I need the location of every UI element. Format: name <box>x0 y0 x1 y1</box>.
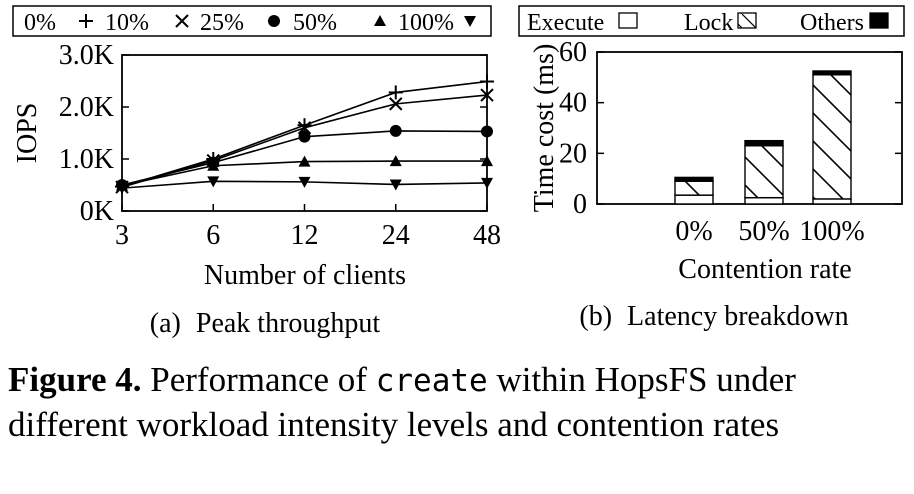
x-axis-b-label: Contention rate <box>678 254 851 285</box>
legend-a-label-0%: 0% <box>24 10 56 36</box>
x-axis-a-label: Number of clients <box>204 260 406 291</box>
y-tick-label: 0K <box>80 196 114 227</box>
y-tick-label: 2.0K <box>59 92 114 123</box>
legend-b-label-Others: Others <box>800 10 864 36</box>
series-point-100% <box>481 177 493 189</box>
subcaption-b: (b) Latency breakdown <box>579 301 848 332</box>
y-axis-a-ticks: 0K 1.0K 2.0K 3.0K <box>59 40 487 227</box>
series-point-25% <box>298 130 311 143</box>
legend-a-marker-25% <box>268 15 280 27</box>
legend-b-swatch-Lock <box>737 12 757 29</box>
y-axis-b-ticks: 0 20 40 60 <box>559 37 902 220</box>
bars-b <box>674 70 852 205</box>
legend-a-marker-50% <box>374 15 386 26</box>
series-point-10% <box>389 97 403 111</box>
bar-0%-Others <box>674 176 714 182</box>
bar-50%-Others <box>744 139 784 147</box>
legend-b: Execute Lock Others <box>527 10 889 36</box>
series-point-0% <box>297 118 312 133</box>
x-tick-label: 100% <box>799 216 864 247</box>
x-tick-label: 12 <box>291 220 319 251</box>
legend-a-label-10%: 10% <box>105 10 149 36</box>
legend-b-label-Execute: Execute <box>527 10 604 36</box>
x-axis-b-ticks: 0% 50% 100% <box>675 216 864 247</box>
y-axis-a-label: IOPS <box>12 103 43 164</box>
series-point-100% <box>207 176 220 188</box>
bar-100%-Execute <box>812 198 852 205</box>
series-point-50% <box>207 159 220 171</box>
legend-a-label-25%: 25% <box>200 10 244 36</box>
y-tick-label: 1.0K <box>59 144 114 175</box>
series-point-100% <box>389 179 402 191</box>
series-point-10% <box>297 121 312 135</box>
y-axis-b-label: Time cost (ms) <box>529 44 560 213</box>
bar-50%-Lock <box>744 145 784 199</box>
subcaption-b-tag: (b) <box>579 301 612 332</box>
legend-a-marker-0% <box>79 14 93 28</box>
subcaption-b-title: Latency breakdown <box>627 301 849 332</box>
bar-0%-Lock <box>674 180 714 196</box>
caption-text-before: Performance of <box>150 360 367 399</box>
series-point-100% <box>116 183 128 195</box>
series-point-10% <box>480 88 494 102</box>
bar-50%-Execute <box>744 196 784 205</box>
legend-b-box <box>518 5 905 37</box>
series-point-0% <box>388 85 403 100</box>
y-tick-label: 0 <box>573 189 587 220</box>
bar-100%-Others <box>812 70 852 76</box>
legend-b-label-Lock: Lock <box>684 10 733 36</box>
legend-a-marker-10% <box>175 14 189 28</box>
peak-throughput-chart: 0% 10% 25% 50% 100% 0K1.0K2.0K3.0K 3 6 12 24 48 … <box>12 5 501 339</box>
figure: 0% 10% 25% 50% 100% 0K1.0K2.0K3.0K 3 6 12 24 48 … <box>12 5 905 339</box>
latency-breakdown-chart: Execute Lock Others 0 20 40 60 0% 50% 100% Time… <box>518 5 905 332</box>
series-point-50% <box>389 155 402 167</box>
series-point-25% <box>389 124 402 137</box>
x-tick-label: 0% <box>675 216 712 247</box>
subcaption-a-title: Peak throughput <box>196 308 381 339</box>
y-tick-label: 60 <box>559 37 587 68</box>
legend-a-label-50%: 50% <box>293 10 337 36</box>
subcaption-a-tag: (a) <box>150 308 181 339</box>
legend-b-swatch-Others <box>869 12 889 29</box>
series-a <box>115 74 494 195</box>
figure-caption: Figure 4. Performance of create within H… <box>8 358 906 447</box>
x-tick-label: 24 <box>382 220 410 251</box>
x-tick-label: 48 <box>473 220 501 251</box>
bar-0%-Execute <box>674 194 714 205</box>
legend-a: 0% 10% 25% 50% 100% <box>24 10 476 36</box>
series-point-25% <box>481 125 493 138</box>
series-point-100% <box>298 176 311 188</box>
caption-code: create <box>375 363 488 399</box>
legend-b-swatch-Execute <box>618 12 638 29</box>
x-axis-a-ticks: 3 6 12 24 48 <box>115 204 501 251</box>
x-tick-label: 6 <box>206 220 220 251</box>
series-point-50% <box>481 155 493 167</box>
x-tick-label: 50% <box>738 216 789 247</box>
y-tick-label: 40 <box>559 88 587 119</box>
legend-a-label-100%: 100% <box>398 10 454 36</box>
y-tick-label: 20 <box>559 138 587 169</box>
y-tick-label: 3.0K <box>59 40 114 71</box>
subcaption-a: (a) Peak throughput <box>150 308 381 339</box>
x-tick-label: 3 <box>115 220 129 251</box>
bar-100%-Lock <box>812 74 852 200</box>
series-point-50% <box>298 155 311 167</box>
caption-text-after: within HopsFS under different workload i… <box>8 360 796 444</box>
figure-label: Figure 4. <box>8 360 142 399</box>
legend-a-marker-100% <box>464 16 476 27</box>
series-point-0% <box>480 74 494 89</box>
